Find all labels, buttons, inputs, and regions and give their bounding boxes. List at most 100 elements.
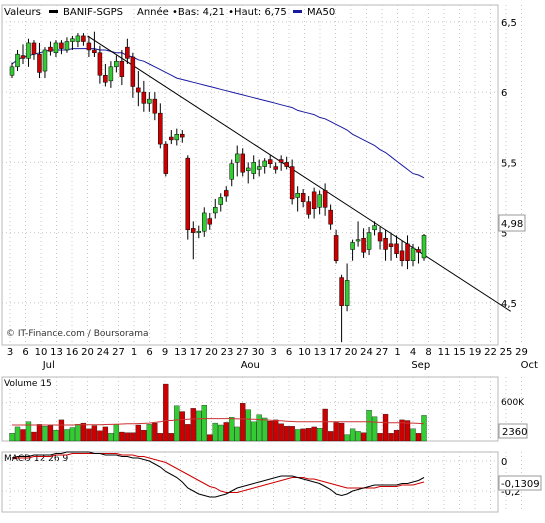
- volume-bar: [86, 428, 92, 442]
- candle: [317, 190, 322, 215]
- candle: [108, 61, 114, 88]
- x-tick-label: 27: [112, 347, 125, 358]
- x-tick-label: 13: [174, 347, 187, 358]
- candle-body: [344, 280, 350, 306]
- candle-body: [218, 197, 223, 205]
- candle: [372, 221, 377, 236]
- candle: [152, 92, 158, 121]
- volume-bar: [278, 423, 284, 442]
- candle: [278, 155, 284, 171]
- candle: [361, 228, 366, 258]
- x-tick-label: 20: [345, 347, 358, 358]
- volume-bar: [223, 422, 229, 442]
- x-tick-label: 27: [376, 347, 389, 358]
- candle: [339, 274, 344, 343]
- volume-bar: [20, 429, 26, 442]
- candle-body: [191, 228, 196, 233]
- volume-bar: [75, 424, 81, 442]
- volume-bar: [333, 422, 339, 442]
- candle-body: [273, 166, 278, 170]
- candle: [59, 40, 64, 55]
- volume-bar: [141, 429, 147, 442]
- candle-body: [42, 49, 48, 72]
- candle-body: [163, 143, 169, 174]
- volume-bar: [410, 428, 416, 442]
- ticker-legend-swatch: [49, 10, 58, 13]
- candle: [350, 239, 355, 261]
- ma50-legend-label: MA50: [307, 7, 335, 18]
- candle: [245, 162, 251, 184]
- candle: [37, 42, 42, 79]
- candle-body: [213, 207, 218, 214]
- candle-body: [405, 243, 410, 261]
- candle-body: [147, 98, 152, 104]
- x-tick-label: 8: [425, 347, 431, 358]
- macd-y-tick: -0,2: [501, 487, 521, 498]
- trend-line: [87, 35, 511, 312]
- candle: [103, 64, 108, 87]
- volume-bar: [69, 427, 76, 442]
- candle: [64, 37, 70, 53]
- volume-bar: [47, 425, 54, 442]
- candle-body: [202, 212, 207, 232]
- candle-body: [355, 239, 361, 242]
- volume-bar: [185, 424, 191, 442]
- macd-panel: MACD 12 26 9 0 -0,2 -0,1309: [1, 451, 542, 513]
- macd-signal-line: [12, 453, 425, 493]
- candle-body: [410, 247, 416, 261]
- candle-body: [311, 191, 317, 209]
- candle-body: [328, 209, 333, 225]
- candle-body: [119, 60, 125, 77]
- candle-body: [421, 235, 427, 259]
- candle-body: [53, 42, 59, 54]
- candle: [218, 193, 223, 212]
- candle: [130, 52, 136, 98]
- volume-bar: [284, 426, 290, 442]
- candle: [191, 221, 196, 260]
- x-tick-label: 6: [286, 347, 292, 358]
- candle: [119, 49, 125, 86]
- volume-bar: [355, 431, 361, 442]
- candle-body: [284, 162, 289, 167]
- candle: [273, 162, 278, 174]
- year-range: Année •Bas: 4,21 •Haut: 6,75: [137, 6, 287, 18]
- candle: [70, 35, 75, 50]
- candle-body: [59, 42, 64, 49]
- candle: [234, 145, 240, 177]
- volume-bar: [42, 426, 48, 442]
- candle-body: [174, 134, 180, 141]
- volume-bar: [97, 430, 103, 442]
- candle: [300, 189, 306, 208]
- volume-axis-label: 600K: [501, 398, 525, 408]
- candle-body: [141, 91, 147, 104]
- candle: [251, 155, 256, 180]
- volume-bar: [163, 383, 169, 442]
- x-month-label: Aou: [241, 360, 260, 371]
- x-tick-label: 6: [22, 347, 28, 358]
- candle: [262, 158, 267, 174]
- x-month-label: Sep: [411, 360, 430, 371]
- candle: [9, 62, 15, 79]
- x-tick-label: 27: [236, 347, 249, 358]
- x-month-label: Jul: [42, 360, 55, 371]
- candle: [163, 141, 169, 177]
- volume-bar: [229, 417, 235, 442]
- x-tick-label: 17: [190, 347, 203, 358]
- ma50-legend-swatch: [293, 10, 302, 13]
- x-tick-label: 3: [270, 347, 276, 358]
- candle-body: [295, 193, 300, 198]
- volume-title: Volume 15: [4, 379, 52, 389]
- volume-bar: [262, 417, 268, 442]
- candle-body: [262, 160, 267, 167]
- candle: [136, 71, 141, 107]
- candle-body: [251, 162, 256, 174]
- volume-bar: [256, 414, 262, 442]
- candle: [147, 92, 152, 112]
- volume-bar: [415, 433, 422, 442]
- candle: [311, 187, 317, 219]
- volume-bar: [311, 426, 317, 442]
- candle-body: [64, 41, 70, 51]
- candle: [92, 31, 97, 57]
- ticker-name: BANIF-SGPS: [63, 7, 123, 18]
- volume-bar: [316, 428, 323, 442]
